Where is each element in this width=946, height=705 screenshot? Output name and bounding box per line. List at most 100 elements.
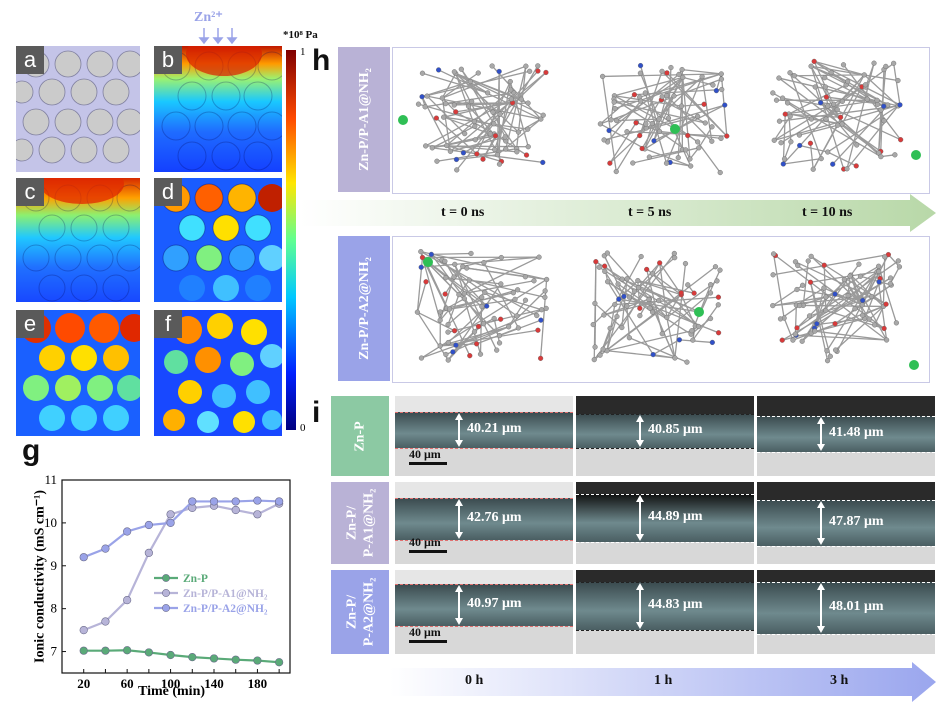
data-point bbox=[79, 646, 88, 655]
data-point bbox=[123, 595, 132, 605]
scale-bar bbox=[409, 640, 447, 643]
micrograph: 40.85 μm bbox=[576, 396, 754, 476]
y-tick-label: 9 bbox=[51, 558, 58, 573]
panel-d-stress: d bbox=[154, 178, 282, 302]
x-tick-label: 140 bbox=[204, 676, 224, 691]
i-time-1h: 1 h bbox=[654, 673, 673, 688]
panel-e-stress: e bbox=[16, 310, 140, 436]
data-point bbox=[253, 510, 262, 519]
data-point bbox=[144, 520, 153, 530]
thickness-value: 47.87 μm bbox=[829, 514, 884, 529]
micrograph: 48.01 μm bbox=[757, 570, 935, 654]
panel-letter-e: e bbox=[16, 310, 44, 338]
legend-label: Zn-P bbox=[183, 573, 208, 585]
data-point bbox=[144, 648, 153, 657]
thickness-arrow-icon bbox=[817, 501, 825, 545]
y-tick-label: 11 bbox=[44, 472, 57, 487]
thickness-value: 42.76 μm bbox=[467, 510, 522, 525]
data-point bbox=[79, 626, 88, 635]
colorbar-unit: *10⁸ Pa bbox=[283, 29, 318, 41]
thickness-arrow-icon bbox=[817, 417, 825, 451]
thickness-arrow-icon bbox=[636, 495, 644, 541]
x-tick-label: 60 bbox=[121, 676, 134, 691]
data-point bbox=[166, 650, 175, 660]
colorbar bbox=[286, 50, 296, 430]
legend-marker bbox=[162, 589, 170, 597]
chart-ylabel: Ionic conductivity (mS cm⁻¹) bbox=[32, 490, 48, 663]
thickness-value: 44.83 μm bbox=[648, 597, 703, 612]
data-point bbox=[166, 518, 175, 527]
i-row1-label: Zn-P bbox=[331, 396, 389, 476]
chart-legend: Zn-P Zn-P/P-A1@NH₂ Zn-P/P-A2@NH₂ bbox=[154, 573, 268, 615]
data-point bbox=[231, 497, 240, 506]
i-row3-label: Zn-P/P-A2@NH₂ bbox=[331, 570, 389, 654]
scale-bar-label: 40 μm bbox=[409, 535, 441, 549]
data-point bbox=[101, 617, 110, 626]
data-point bbox=[209, 654, 219, 663]
y-tick-label: 7 bbox=[51, 644, 58, 659]
thickness-value: 40.21 μm bbox=[467, 421, 522, 436]
panel-letter-a: a bbox=[16, 46, 44, 74]
y-tick-label: 8 bbox=[51, 601, 58, 616]
zn-ion-marker bbox=[398, 115, 408, 125]
data-point bbox=[188, 653, 197, 662]
legend-label: Zn-P/P-A1@NH₂ bbox=[183, 588, 268, 600]
zn-ion-marker bbox=[423, 257, 433, 267]
chart-axes: 7 8 9 10 11 20 60 100 140 180 bbox=[44, 472, 291, 691]
thickness-value: 41.48 μm bbox=[829, 425, 884, 440]
data-point bbox=[231, 655, 240, 664]
data-point bbox=[79, 553, 88, 562]
scale-bar-label: 40 μm bbox=[409, 625, 441, 639]
zn-ion-marker bbox=[911, 150, 921, 160]
panel-a-mesh: a bbox=[16, 46, 140, 172]
data-point bbox=[123, 646, 132, 655]
data-point bbox=[275, 497, 284, 506]
micrograph: 47.87 μm bbox=[757, 482, 935, 564]
h-row2-label: Zn-P/P-A2@NH₂ bbox=[338, 236, 390, 381]
colorbar-max: 1 bbox=[300, 46, 306, 58]
panel-letter-f: f bbox=[154, 310, 182, 338]
thickness-value: 44.89 μm bbox=[648, 509, 703, 524]
thickness-arrow-icon bbox=[636, 415, 644, 447]
colorbar-min: 0 bbox=[300, 422, 306, 434]
thickness-arrow-icon bbox=[636, 583, 644, 629]
zn-ion-label: Zn²⁺ bbox=[194, 10, 223, 25]
h-row1-label: Zn-P/P-A1@NH₂ bbox=[338, 47, 390, 192]
panel-c-stress: c bbox=[16, 178, 140, 302]
x-tick-label: 20 bbox=[77, 676, 90, 691]
zn-arrows-icon bbox=[198, 28, 238, 44]
legend-marker bbox=[162, 604, 170, 612]
panel-b-stress: b bbox=[154, 46, 282, 172]
series-line bbox=[83, 499, 280, 559]
i-time-3h: 3 h bbox=[830, 673, 849, 688]
i-row2-label: Zn-P/P-A1@NH₂ bbox=[331, 482, 389, 564]
panel-letter-c: c bbox=[16, 178, 44, 206]
panel-letter-b: b bbox=[154, 46, 182, 74]
data-point bbox=[101, 646, 110, 655]
zn-ion-marker bbox=[670, 124, 680, 134]
thickness-arrow-icon bbox=[409, 499, 463, 553]
x-tick-label: 100 bbox=[161, 676, 181, 691]
data-point bbox=[166, 510, 175, 519]
thickness-value: 40.85 μm bbox=[648, 422, 703, 437]
h-time-10: t = 10 ns bbox=[802, 205, 853, 220]
h-time-0: t = 0 ns bbox=[441, 205, 485, 220]
series-line bbox=[83, 649, 280, 664]
data-point bbox=[209, 497, 219, 506]
data-point bbox=[231, 505, 240, 515]
thickness-arrow-icon bbox=[409, 413, 463, 465]
zn-ion-marker bbox=[694, 307, 704, 317]
md-molecules-row2 bbox=[414, 249, 919, 370]
chart-xlabel: Time (min) bbox=[138, 684, 206, 699]
data-point bbox=[123, 527, 132, 536]
thickness-arrow-icon bbox=[817, 583, 825, 633]
thickness-value: 40.97 μm bbox=[467, 596, 522, 611]
scale-bar bbox=[409, 550, 447, 553]
scale-bar bbox=[409, 462, 447, 465]
zn-ion-marker bbox=[909, 360, 919, 370]
data-point bbox=[275, 658, 284, 667]
md-molecules-row1 bbox=[398, 58, 921, 176]
micrograph: 42.76 μm 40 μm bbox=[395, 482, 573, 564]
data-point bbox=[253, 656, 262, 665]
